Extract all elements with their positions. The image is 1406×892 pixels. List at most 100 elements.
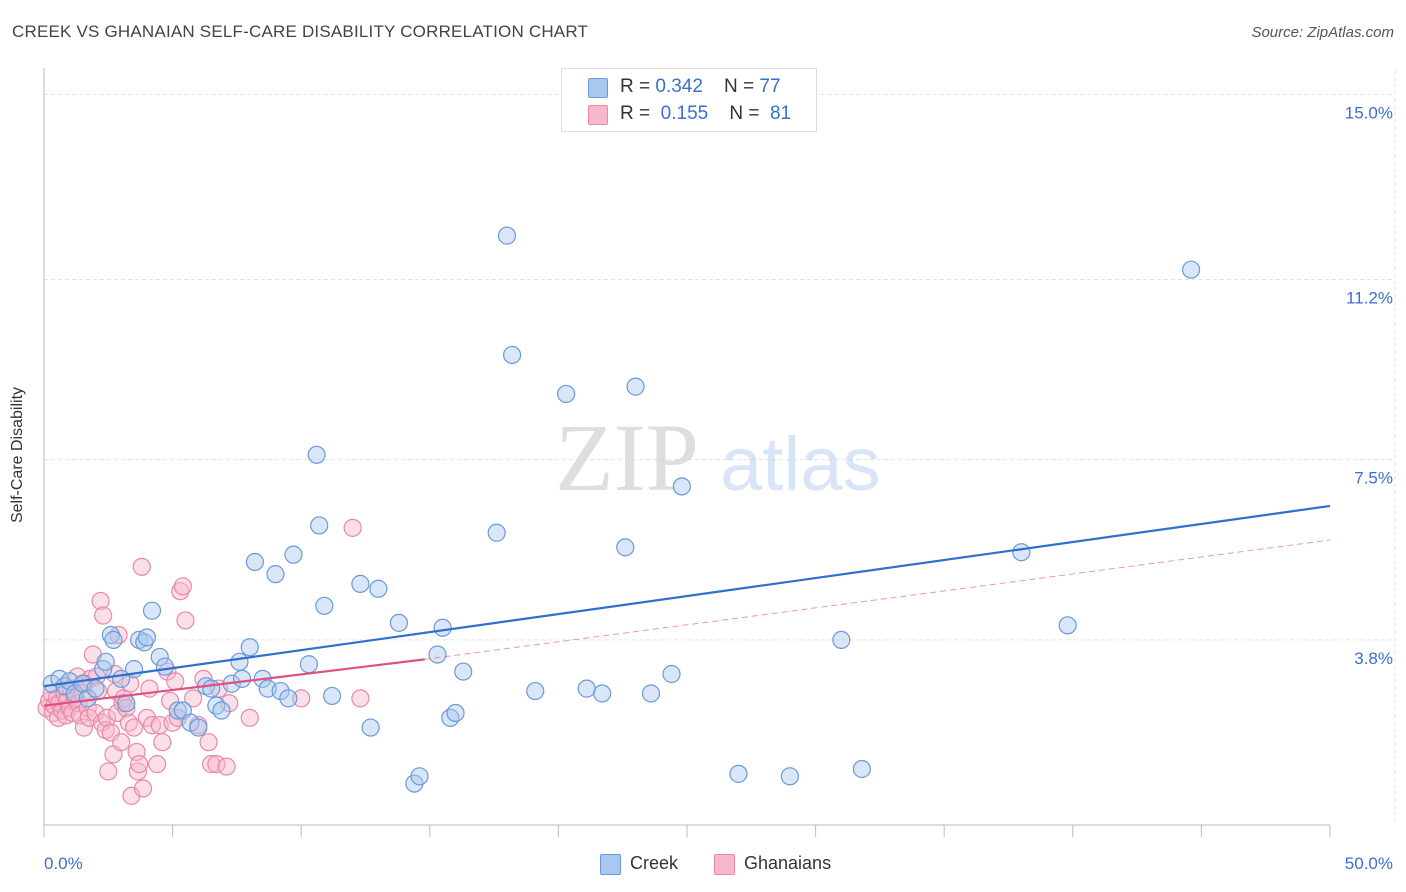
- creek-point: [369, 579, 388, 598]
- ghanaians-stats: R = 0.155 N = 81: [620, 103, 792, 124]
- trend-lines: [43, 504, 1331, 707]
- creek-point: [137, 628, 156, 647]
- creek-point: [310, 516, 329, 535]
- creek-point: [101, 625, 120, 645]
- ghanaians-point: [109, 625, 128, 645]
- ghanaians-point: [124, 718, 144, 737]
- creek-point: [729, 764, 748, 783]
- ghanaians-point: [142, 716, 162, 735]
- watermark-zip: ZIP: [555, 404, 699, 511]
- creek-point: [441, 708, 460, 727]
- creek-legend-label: Creek: [630, 853, 679, 873]
- creek-point: [577, 679, 596, 698]
- axes: [43, 68, 1331, 837]
- creek-point: [361, 718, 380, 737]
- ghanaians-r-value: 0.155: [660, 103, 709, 124]
- y-tick-label: 11.2%: [1346, 288, 1393, 307]
- ghanaians-point: [112, 733, 131, 752]
- ghanaians-point: [128, 762, 147, 781]
- ghanaians-point: [184, 689, 203, 708]
- creek-point: [212, 701, 231, 720]
- creek-legend-swatch: [600, 854, 621, 875]
- creek-point: [322, 686, 342, 706]
- creek-point: [593, 684, 612, 703]
- creek-point: [852, 759, 871, 779]
- creek-point: [497, 226, 517, 245]
- creek-point: [780, 767, 799, 786]
- creek-point: [832, 630, 851, 650]
- ghanaians-point: [148, 755, 167, 774]
- creek-points: [42, 226, 1201, 793]
- ghanaians-point: [217, 757, 236, 776]
- ghanaians-point: [74, 718, 93, 737]
- creek-point: [299, 655, 319, 674]
- ghanaians-point: [86, 703, 105, 723]
- ghanaians-trend-extension: [424, 539, 1331, 660]
- creek-point: [150, 647, 169, 667]
- watermark-atlas: atlas: [720, 422, 881, 507]
- ghanaians-point: [202, 755, 221, 774]
- creek-point: [315, 596, 334, 615]
- ghanaians-point: [173, 577, 192, 596]
- creek-point: [96, 652, 115, 671]
- ghanaians-point: [130, 755, 149, 774]
- creek-point: [641, 684, 661, 703]
- creek-point: [307, 445, 326, 464]
- x-tick-label-max: 50.0%: [1345, 854, 1393, 873]
- ghanaians-trend-line: [43, 658, 425, 707]
- creek-point: [503, 345, 522, 365]
- ghanaians-point: [153, 733, 172, 752]
- creek-point: [389, 613, 409, 632]
- y-tick-label: 15.0%: [1345, 103, 1393, 122]
- ghanaians-point: [133, 779, 153, 798]
- ghanaians-point: [99, 762, 118, 781]
- creek-point: [271, 681, 290, 701]
- ghanaians-point: [119, 713, 138, 732]
- creek-point: [446, 703, 465, 723]
- creek-point: [279, 689, 298, 708]
- creek-point: [557, 384, 576, 404]
- creek-point: [526, 681, 545, 701]
- ghanaians-point: [343, 518, 362, 537]
- creek-point: [207, 696, 226, 715]
- ghanaians-legend-label: Ghanaians: [744, 853, 832, 873]
- creek-point: [240, 638, 259, 657]
- creek-point: [616, 538, 635, 557]
- creek-point: [1058, 616, 1077, 635]
- ghanaians-legend-swatch: [714, 854, 735, 875]
- creek-swatch: [588, 78, 608, 98]
- source-label: Source: ZipAtlas.com: [1251, 24, 1394, 41]
- creek-point: [284, 545, 303, 564]
- creek-point: [245, 552, 265, 572]
- creek-r-value: 0.342: [655, 76, 703, 97]
- creek-point: [662, 664, 681, 684]
- creek-point: [487, 523, 506, 542]
- ghanaians-n-value: 81: [769, 103, 792, 124]
- ghanaians-point: [166, 672, 185, 691]
- creek-n-value: 77: [759, 76, 781, 97]
- tick-labels: 3.8% 7.5% 11.2% 15.0% 0.0% 50.0%: [44, 103, 1393, 873]
- ghanaians-points: [37, 518, 370, 805]
- ghanaians-point: [121, 674, 140, 693]
- creek-stats: R = 0.342 N = 77: [620, 76, 781, 97]
- creek-point: [202, 679, 221, 698]
- creek-point: [155, 657, 174, 676]
- ghanaians-point: [171, 582, 190, 601]
- ghanaians-point: [117, 698, 136, 718]
- ghanaians-point: [94, 606, 113, 625]
- creek-trend-line: [43, 504, 1331, 688]
- creek-point: [1182, 260, 1201, 279]
- ghanaians-point: [97, 708, 117, 727]
- creek-point: [142, 601, 162, 620]
- creek-point: [410, 767, 429, 786]
- creek-point: [266, 565, 285, 584]
- x-tick-label-min: 0.0%: [44, 854, 83, 873]
- creek-point: [428, 645, 447, 664]
- correlation-legend: R = 0.342 N = 77 R = 0.155 N = 81: [561, 68, 817, 132]
- ghanaians-point: [91, 591, 110, 611]
- creek-point: [672, 477, 691, 496]
- y-tick-label: 3.8%: [1354, 649, 1393, 668]
- ghanaians-point: [199, 733, 218, 752]
- ghanaians-point: [160, 691, 180, 710]
